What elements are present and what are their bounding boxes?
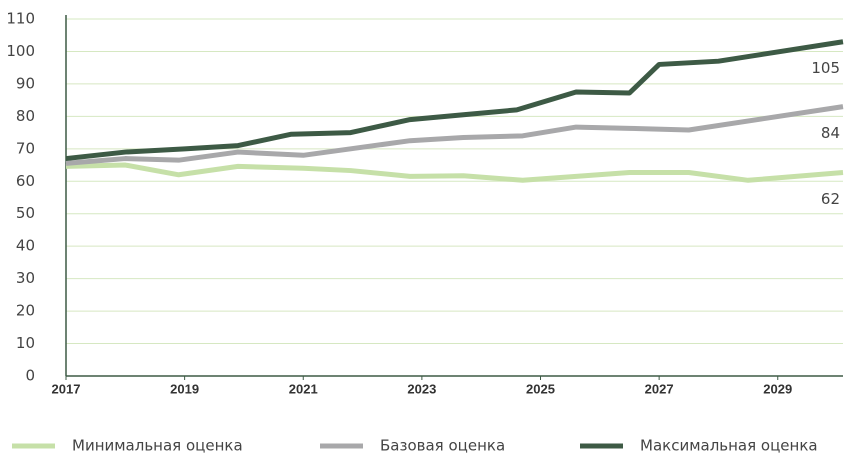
y-tick-label: 100 <box>6 42 35 60</box>
x-tick-label: 2029 <box>763 381 792 396</box>
x-tick-label: 2023 <box>407 381 436 396</box>
y-tick-label: 0 <box>25 367 35 385</box>
x-tick-label: 2021 <box>289 381 318 396</box>
y-tick-label: 40 <box>16 237 35 255</box>
y-tick-label: 10 <box>16 334 35 352</box>
y-tick-label: 90 <box>16 74 35 92</box>
legend-label: Минимальная оценка <box>72 437 243 455</box>
y-tick-label: 70 <box>16 139 35 157</box>
series-line <box>65 39 844 162</box>
y-tick-label: 50 <box>16 204 35 222</box>
series-line <box>65 104 844 166</box>
x-tick-label: 2019 <box>170 381 199 396</box>
y-tick-label: 80 <box>16 107 35 125</box>
y-tick-label: 110 <box>6 10 35 28</box>
legend-label: Базовая оценка <box>380 437 505 455</box>
end-label: 62 <box>821 190 840 208</box>
x-tick-label: 2027 <box>645 381 674 396</box>
legend-label: Максимальная оценка <box>640 437 818 455</box>
end-label: 84 <box>821 124 840 142</box>
y-tick-label: 20 <box>16 302 35 320</box>
y-tick-label: 30 <box>16 269 35 287</box>
y-tick-label: 60 <box>16 172 35 190</box>
series-line <box>65 162 844 183</box>
x-tick-label: 2025 <box>526 381 555 396</box>
x-tick-label: 2017 <box>52 381 81 396</box>
end-label: 105 <box>811 59 840 77</box>
